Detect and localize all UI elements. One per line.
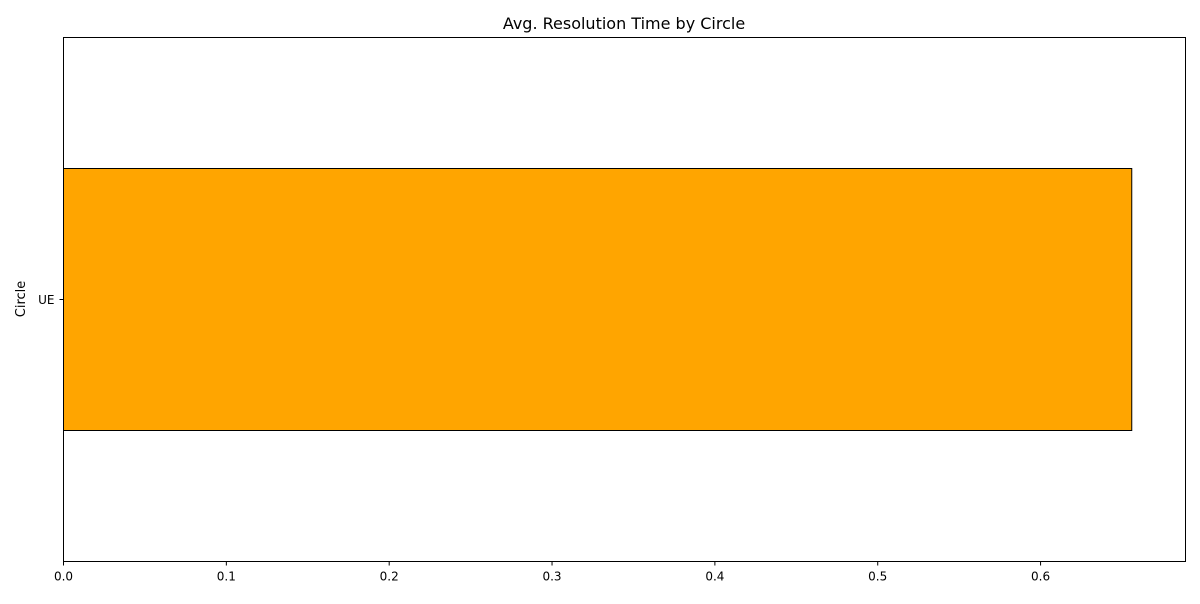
- chart-title: Avg. Resolution Time by Circle: [503, 14, 745, 33]
- x-tick-label: 0.0: [54, 570, 73, 584]
- bars-layer: [63, 168, 1133, 431]
- x-tick-label: 0.5: [868, 570, 887, 584]
- x-tick-label: 0.2: [380, 570, 399, 584]
- y-axis-label: Circle: [14, 281, 29, 318]
- y-ticks-layer: UE: [38, 293, 64, 307]
- x-ticks-layer: 0.0 0.1 0.2 0.3 0.4 0.5 0.6: [54, 561, 1050, 584]
- x-tick-label: 0.4: [705, 570, 724, 584]
- plot-frame: [63, 37, 1186, 562]
- x-tick-label: 0.1: [217, 570, 236, 584]
- y-tick-label: UE: [38, 293, 54, 307]
- x-tick-label: 0.3: [542, 570, 561, 584]
- x-tick-label: 0.6: [1031, 570, 1050, 584]
- bar-ue: [63, 168, 1133, 431]
